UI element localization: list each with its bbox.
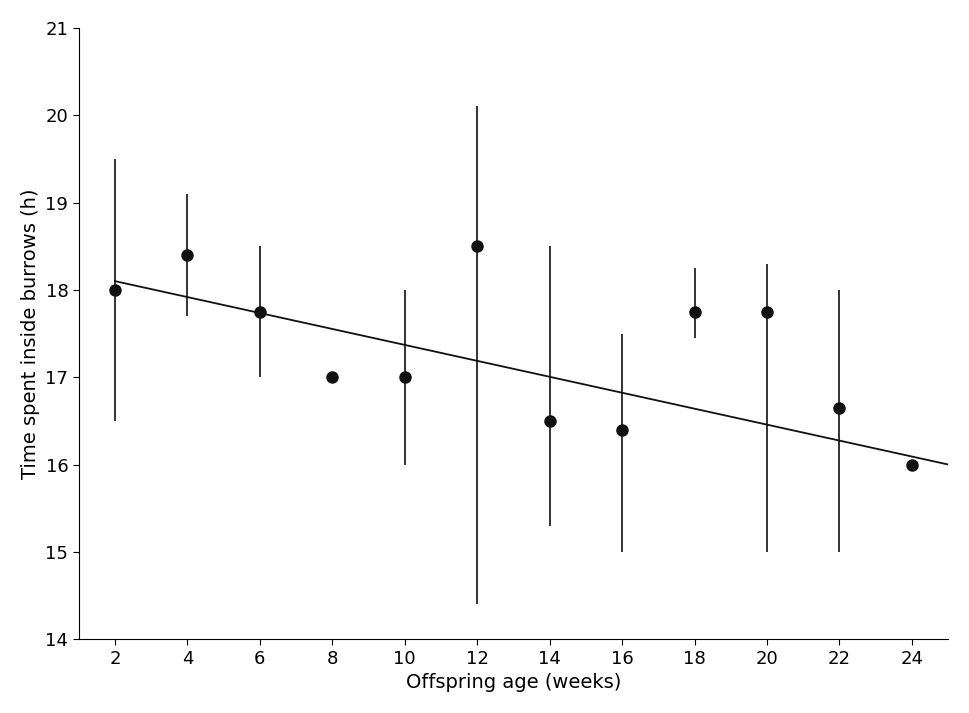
Y-axis label: Time spent inside burrows (h): Time spent inside burrows (h) — [20, 188, 40, 478]
X-axis label: Offspring age (weeks): Offspring age (weeks) — [406, 673, 621, 692]
